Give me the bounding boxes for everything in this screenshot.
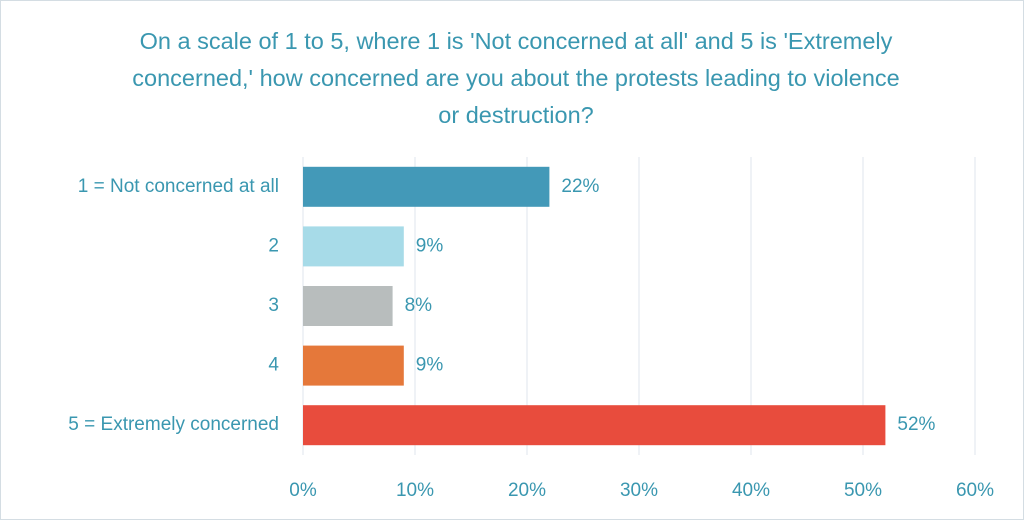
bar: [303, 286, 393, 326]
bar: [303, 166, 550, 207]
x-tick-label: 50%: [844, 480, 882, 501]
y-tick-label: 1 = Not concerned at all: [78, 176, 279, 197]
value-label: 52%: [897, 414, 935, 435]
x-tick-label: 10%: [396, 480, 434, 501]
x-tick-label: 40%: [732, 480, 770, 501]
bar: [303, 226, 404, 267]
bar: [303, 405, 886, 446]
x-tick-label: 30%: [620, 480, 658, 501]
bar: [303, 345, 404, 386]
y-tick-label: 3: [268, 295, 279, 316]
y-tick-label: 2: [268, 235, 279, 256]
y-tick-label: 4: [268, 355, 279, 376]
value-label: 22%: [561, 176, 599, 197]
value-label: 8%: [405, 295, 433, 316]
value-label: 9%: [416, 235, 444, 256]
x-tick-label: 0%: [289, 480, 317, 501]
x-tick-label: 20%: [508, 480, 546, 501]
y-tick-label: 5 = Extremely concerned: [68, 414, 279, 435]
x-tick-label: 60%: [956, 480, 994, 501]
chart-title: On a scale of 1 to 5, where 1 is 'Not co…: [132, 28, 900, 128]
value-label: 9%: [416, 355, 444, 376]
